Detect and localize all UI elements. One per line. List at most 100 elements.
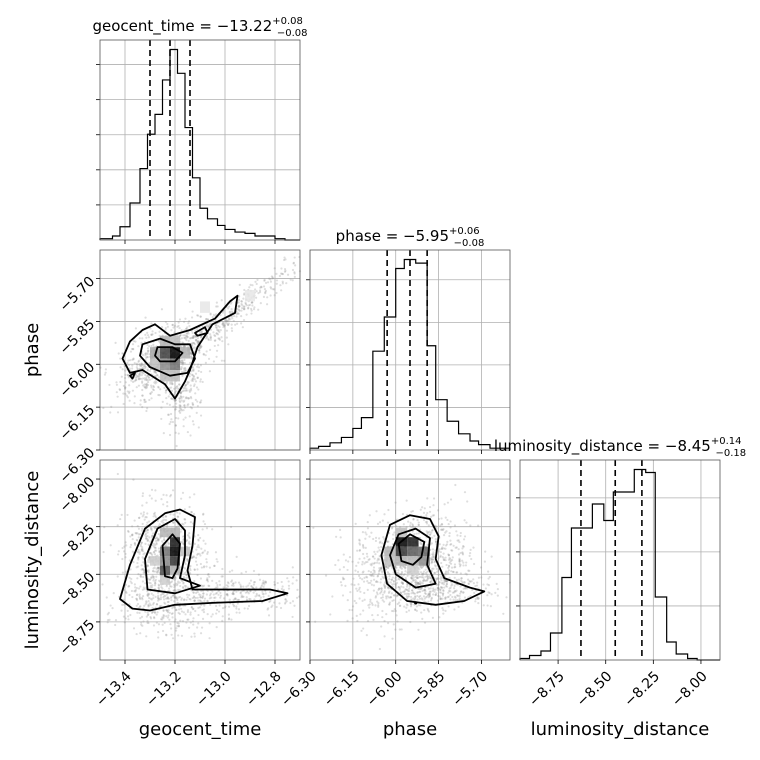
scatter-point [211, 316, 214, 319]
scatter-point [366, 527, 370, 530]
scatter-point [407, 609, 411, 612]
scatter-point [209, 312, 212, 315]
scatter-point [172, 405, 175, 408]
scatter-point [169, 381, 172, 384]
scatter-point [142, 620, 145, 623]
scatter-point [192, 341, 196, 345]
scatter-point [429, 599, 433, 602]
scatter-point [202, 592, 205, 595]
scatter-point [205, 565, 208, 568]
scatter-point [402, 523, 405, 526]
scatter-point [432, 551, 435, 554]
scatter-point [173, 578, 176, 581]
scatter-point [458, 559, 461, 562]
scatter-point [489, 605, 492, 608]
scatter-point [144, 354, 147, 357]
scatter-point [212, 593, 215, 596]
scatter-point [235, 590, 238, 593]
scatter-point [187, 403, 190, 406]
scatter-point [351, 617, 354, 620]
scatter-point [197, 339, 200, 343]
scatter-point [213, 339, 216, 342]
scatter-point [444, 609, 447, 613]
scatter-point [446, 501, 450, 504]
scatter-point [207, 338, 210, 342]
scatter-point [473, 591, 476, 594]
scatter-point [373, 561, 377, 564]
scatter-point [131, 380, 135, 384]
scatter-point [436, 509, 440, 512]
scatter-point [166, 501, 169, 504]
scatter-point [133, 519, 136, 522]
scatter-point [146, 351, 149, 354]
scatter-point [283, 602, 287, 605]
scatter-point [196, 340, 199, 343]
scatter-point [445, 563, 448, 567]
scatter-point [183, 572, 186, 575]
scatter-point [270, 275, 273, 278]
scatter-point [181, 374, 184, 377]
scatter-point [135, 362, 138, 365]
scatter-point [153, 611, 157, 614]
scatter-point [254, 280, 257, 283]
scatter-point [222, 321, 225, 325]
scatter-point [141, 337, 144, 340]
scatter-point [257, 308, 260, 311]
scatter-point [195, 339, 198, 342]
scatter-point [140, 623, 143, 626]
density-cell [407, 565, 419, 576]
scatter-point [484, 587, 487, 590]
scatter-point [189, 384, 192, 387]
scatter-point [182, 599, 186, 602]
scatter-point [369, 573, 372, 577]
scatter-point [459, 551, 462, 555]
scatter-point [175, 444, 178, 448]
scatter-point [436, 588, 440, 592]
scatter-point [171, 489, 175, 492]
scatter-point [215, 349, 219, 352]
scatter-point [358, 557, 361, 560]
scatter-point [241, 304, 244, 307]
scatter-point [173, 586, 176, 589]
scatter-point [397, 601, 401, 604]
scatter-point [464, 587, 467, 590]
scatter-point [143, 400, 146, 404]
scatter-point [132, 347, 135, 351]
scatter-point [121, 571, 125, 574]
scatter-point [441, 582, 444, 585]
scatter-point [142, 575, 145, 579]
scatter-point [379, 581, 382, 584]
scatter-point [135, 375, 139, 378]
scatter-point [213, 344, 216, 348]
scatter-point [171, 616, 174, 619]
scatter-point [179, 411, 182, 414]
scatter-point [248, 582, 251, 585]
scatter-point [149, 327, 152, 330]
scatter-point [363, 591, 366, 595]
scatter-point [237, 581, 241, 584]
scatter-point [346, 568, 349, 572]
scatter-point [458, 597, 461, 600]
scatter-point [437, 517, 441, 521]
scatter-point [258, 291, 262, 294]
scatter-point [209, 333, 212, 336]
scatter-point [182, 387, 185, 390]
scatter-point [144, 542, 147, 545]
scatter-point [129, 535, 132, 538]
scatter-point [455, 530, 458, 533]
scatter-point [141, 522, 144, 526]
density-cell [160, 358, 170, 370]
scatter-point [148, 369, 152, 373]
scatter-point [140, 548, 143, 551]
scatter-point [364, 537, 367, 540]
scatter-point [182, 395, 185, 398]
scatter-point [180, 597, 183, 600]
scatter-point [247, 584, 250, 587]
scatter-point [180, 528, 183, 531]
scatter-point [195, 386, 199, 389]
scatter-point [341, 594, 345, 597]
scatter-point [215, 625, 218, 629]
scatter-point [174, 618, 177, 621]
scatter-point [279, 606, 283, 610]
scatter-point [390, 609, 394, 613]
